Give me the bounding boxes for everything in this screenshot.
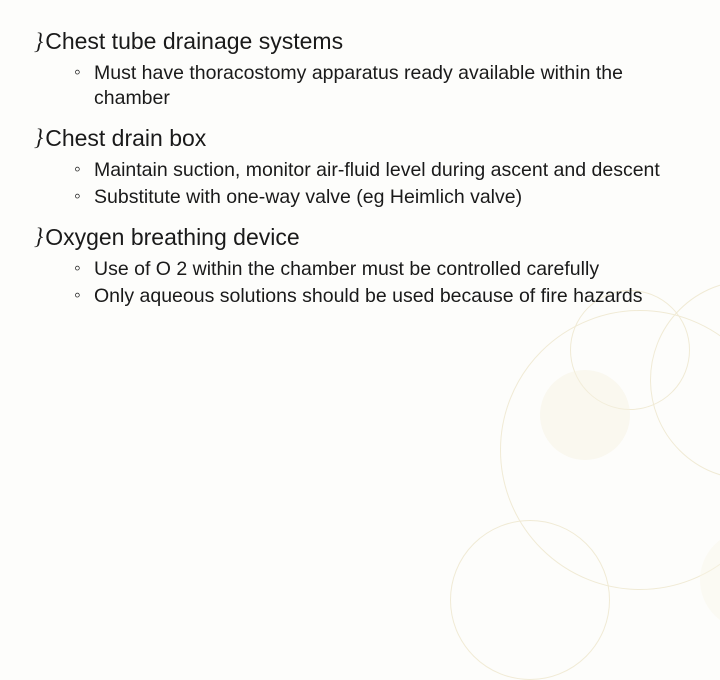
sub-list: Use of O 2 within the chamber must be co… xyxy=(34,257,672,309)
section-title: } Oxygen breathing device xyxy=(34,224,672,251)
bullet-icon: } xyxy=(34,125,43,151)
list-item: Use of O 2 within the chamber must be co… xyxy=(78,257,672,282)
list-item: Maintain suction, monitor air-fluid leve… xyxy=(78,158,672,183)
section-title-text: Chest drain box xyxy=(45,125,206,152)
list-item: Substitute with one-way valve (eg Heimli… xyxy=(78,185,672,210)
list-item: Must have thoracostomy apparatus ready a… xyxy=(78,61,672,111)
section-title: } Chest tube drainage systems xyxy=(34,28,672,55)
bullet-icon: } xyxy=(34,29,43,55)
sub-list: Must have thoracostomy apparatus ready a… xyxy=(34,61,672,111)
sub-list: Maintain suction, monitor air-fluid leve… xyxy=(34,158,672,210)
slide-content: } Chest tube drainage systems Must have … xyxy=(0,0,720,343)
bullet-icon: } xyxy=(34,224,43,250)
section-title-text: Oxygen breathing device xyxy=(45,224,299,251)
list-item: Only aqueous solutions should be used be… xyxy=(78,284,672,309)
section-title: } Chest drain box xyxy=(34,125,672,152)
section-title-text: Chest tube drainage systems xyxy=(45,28,343,55)
